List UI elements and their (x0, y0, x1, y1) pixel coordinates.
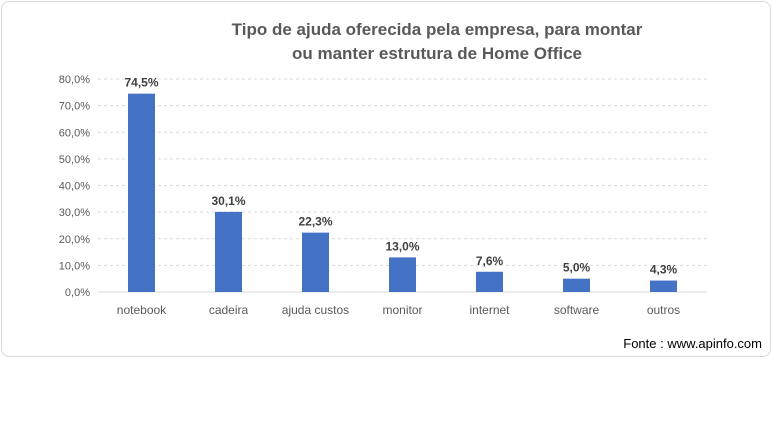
source-note: Fonte : www.apinfo.com (623, 336, 762, 351)
data-label: 22,3% (298, 215, 332, 229)
y-tick-label: 20,0% (59, 234, 90, 246)
chart-title-line-1: Tipo de ajuda oferecida pela empresa, pa… (231, 20, 643, 39)
chart-title: Tipo de ajuda oferecida pela empresa, pa… (182, 18, 692, 66)
bar (302, 232, 329, 292)
bar (650, 280, 677, 292)
chart-title-line-2: ou manter estrutura de Home Office (291, 44, 582, 63)
data-label: 5,0% (563, 261, 591, 275)
y-tick-label: 40,0% (59, 181, 90, 193)
data-label: 30,1% (211, 194, 245, 208)
data-label: 4,3% (650, 263, 678, 277)
y-tick-label: 50,0% (59, 154, 90, 166)
x-tick-label: software (554, 303, 600, 317)
y-tick-label: 60,0% (59, 127, 90, 139)
data-label: 74,5% (124, 76, 158, 90)
x-tick-label: cadeira (209, 303, 249, 317)
x-tick-label: outros (647, 303, 680, 317)
data-label: 7,6% (476, 254, 504, 268)
bar (128, 93, 155, 292)
data-label: 13,0% (385, 239, 419, 253)
y-tick-label: 30,0% (59, 207, 90, 219)
bar (215, 211, 242, 292)
x-tick-label: ajuda custos (282, 303, 349, 317)
x-tick-label: monitor (382, 303, 422, 317)
x-tick-label: notebook (117, 303, 167, 317)
y-tick-label: 80,0% (59, 74, 90, 86)
bar (389, 257, 416, 292)
y-tick-label: 0,0% (65, 287, 90, 299)
bar (476, 271, 503, 292)
y-tick-label: 10,0% (59, 260, 90, 272)
bar (563, 278, 590, 292)
x-tick-label: internet (469, 303, 510, 317)
y-tick-label: 70,0% (59, 101, 90, 113)
